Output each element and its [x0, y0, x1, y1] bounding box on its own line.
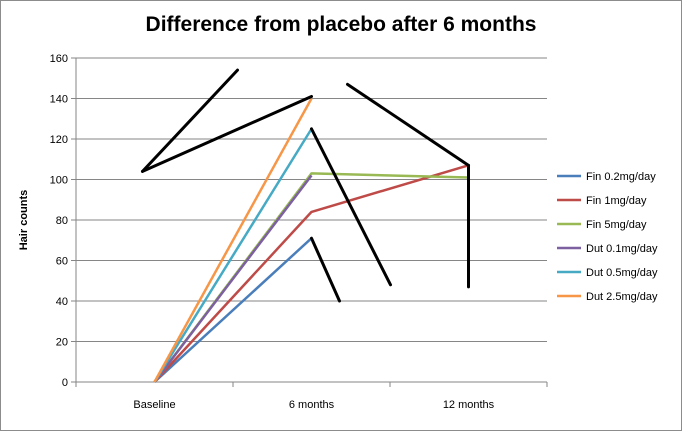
- y-tick-label: 120: [50, 134, 68, 146]
- series-line: [153, 97, 313, 383]
- legend: Fin 0.2mg/day Fin 1mg/day Fin 5mg/day Dut 0…: [557, 171, 658, 303]
- y-tick-label: 140: [50, 94, 68, 106]
- series-line: [153, 237, 313, 383]
- y-tick-label: 160: [50, 53, 68, 65]
- legend-label: Dut 0.1mg/day: [586, 243, 658, 255]
- annotation-stroke: [310, 236, 341, 303]
- y-tick-label: 40: [56, 296, 68, 308]
- gridlines: [75, 57, 547, 383]
- x-tick-label: 12 months: [443, 399, 495, 411]
- y-tick-label: 100: [50, 175, 68, 187]
- legend-label: Fin 5mg/day: [586, 219, 647, 231]
- legend-label: Fin 1mg/day: [586, 195, 647, 207]
- series-line: [153, 172, 469, 383]
- legend-label: Dut 2.5mg/day: [586, 291, 658, 303]
- x-tick-label: 6 months: [289, 399, 335, 411]
- series-line: [153, 164, 469, 383]
- x-axis-ticks: Baseline 6 months 12 months: [75, 382, 548, 411]
- y-tick-label: 0: [62, 377, 68, 389]
- annotation-stroke: [141, 68, 239, 173]
- y-tick-label: 80: [56, 215, 68, 227]
- y-tick-label: 20: [56, 337, 68, 349]
- series-line: [153, 128, 313, 383]
- legend-label: Fin 0.2mg/day: [586, 171, 656, 183]
- chart-title: Difference from placebo after 6 months: [145, 13, 537, 36]
- series-lines: [153, 97, 469, 383]
- series-line: [153, 174, 313, 383]
- y-tick-label: 60: [56, 256, 68, 268]
- legend-label: Dut 0.5mg/day: [586, 267, 658, 279]
- annotation-stroke: [346, 82, 470, 167]
- handdrawn-annotations: [141, 68, 470, 303]
- x-tick-label: Baseline: [133, 399, 175, 411]
- y-axis-ticks: 0 20 40 60 80 100 120 140 160: [50, 53, 76, 389]
- annotation-stroke: [310, 127, 392, 287]
- annotation-stroke: [141, 94, 313, 173]
